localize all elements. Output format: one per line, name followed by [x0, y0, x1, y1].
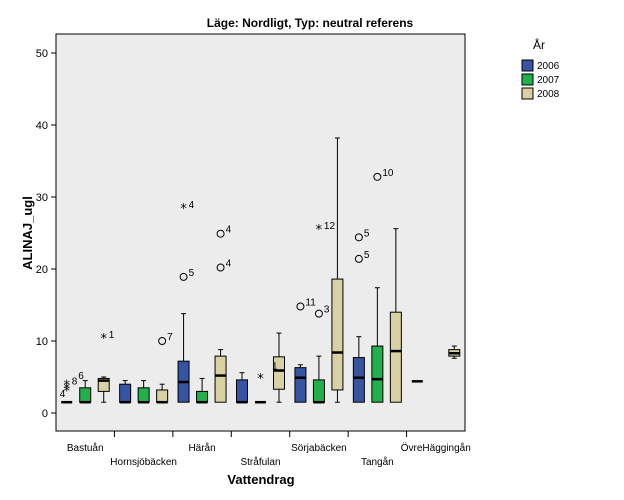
- x-category-label: Tangån: [361, 456, 394, 468]
- legend-swatch: [521, 87, 534, 100]
- outlier-label: 4: [189, 200, 195, 211]
- box-2008: 44: [214, 225, 232, 403]
- outlier-label: 1: [272, 362, 278, 373]
- box-iqr: [119, 383, 132, 403]
- outlier-label: 6: [78, 371, 84, 382]
- x-axis-title: Vattendrag: [227, 472, 294, 487]
- box-iqr: [371, 345, 384, 403]
- box-2007: [196, 377, 209, 404]
- y-tick-label: 10: [36, 336, 48, 348]
- box-iqr: [389, 311, 402, 403]
- outlier-star: *: [180, 202, 187, 217]
- outlier-circle: [158, 337, 167, 345]
- x-category-label: ÖvreHäggingån: [401, 442, 471, 454]
- outlier-star: *: [63, 379, 70, 394]
- x-axis: Bastuån Hornsjöbäcken Härån Stråfulan Sörjab…: [67, 431, 471, 468]
- box-2006: [236, 372, 248, 404]
- box-iqr: [352, 357, 365, 403]
- outlier-label: 4: [226, 225, 232, 236]
- y-axis-title: ALINAJ_ugl: [20, 196, 35, 270]
- legend-label: 2007: [537, 75, 560, 86]
- box-2006: [119, 380, 132, 404]
- y-tick-label: 20: [36, 264, 48, 276]
- legend-title: År: [533, 37, 545, 52]
- outlier-circle: [314, 309, 323, 318]
- outlier-label: 4: [226, 259, 232, 270]
- box-iqr: [137, 387, 150, 403]
- outlier-star: *: [100, 332, 107, 347]
- outlier-circle: [179, 272, 188, 281]
- legend-label: 2006: [537, 61, 560, 72]
- x-category-label: Härån: [188, 442, 215, 454]
- box-2008: [448, 345, 461, 359]
- box-2006: 11: [294, 297, 316, 403]
- box-iqr: [273, 356, 285, 390]
- outlier-star: *: [63, 382, 70, 397]
- legend-label: 2008: [537, 89, 560, 100]
- outlier-circle: [216, 263, 225, 272]
- outlier-label: 5: [364, 228, 370, 239]
- box-2007: 10: [371, 168, 394, 403]
- box-2007: [137, 380, 150, 404]
- box-2008: [331, 137, 344, 403]
- outlier-star: *: [257, 372, 264, 387]
- box-iqr: [294, 367, 307, 403]
- box-2006: * 8**4: [60, 377, 78, 404]
- outlier-label: 1: [109, 330, 115, 341]
- outlier-label: 8: [72, 377, 78, 388]
- box-iqr: [312, 379, 325, 403]
- box-2008: 7: [156, 332, 173, 404]
- box-2007: 3 * 12: [312, 221, 336, 404]
- box-2007: *: [255, 372, 266, 404]
- box-2008: [389, 228, 402, 403]
- box-iqr: [331, 278, 344, 391]
- box-iqr: [214, 355, 227, 403]
- outlier-label: 4: [60, 389, 66, 400]
- box-2008: * 1: [97, 330, 115, 403]
- chart-title: Läge: Nordligt, Typ: neutral referens: [207, 16, 414, 30]
- outlier-circle: [354, 254, 363, 263]
- outlier-star: *: [63, 384, 70, 399]
- x-category-label: Sörjabäcken: [291, 443, 347, 454]
- x-category-label: Bastuån: [67, 442, 104, 454]
- outlier-label: 5: [189, 268, 195, 279]
- box-iqr: [97, 377, 110, 392]
- outlier-label: 7: [167, 332, 173, 343]
- outlier-circle: [354, 233, 363, 242]
- outlier-label: 11: [305, 297, 316, 308]
- box-2006: 55: [352, 228, 370, 403]
- outlier-circle: [373, 172, 382, 181]
- outlier-label: 5: [364, 250, 370, 261]
- y-tick-label: 0: [42, 408, 48, 420]
- legend-swatch: [521, 73, 534, 86]
- outlier-label: 10: [382, 168, 394, 179]
- x-category-label: Stråfulan: [240, 456, 280, 468]
- outlier-circle: [216, 229, 225, 238]
- legend-swatch: [521, 59, 534, 72]
- box-iqr: [79, 387, 92, 403]
- y-tick-label: 50: [36, 48, 48, 60]
- box-iqr: [236, 379, 248, 403]
- outlier-circle: [296, 302, 305, 311]
- outlier-star: *: [316, 223, 323, 238]
- box-2006: * 4 5: [177, 200, 195, 403]
- y-tick-label: 30: [36, 192, 48, 204]
- box-2008: 1: [272, 332, 285, 403]
- outlier-label: 12: [324, 221, 336, 232]
- box-iqr: [196, 390, 209, 403]
- y-axis: 0 10 20 30 40 50: [36, 48, 56, 420]
- y-tick-label: 40: [36, 120, 48, 132]
- x-category-label: Hornsjöbäcken: [110, 457, 177, 468]
- outlier-label: 3: [324, 305, 330, 316]
- box-2007: 6: [78, 371, 92, 404]
- box-iqr: [156, 389, 169, 403]
- legend: År 2006 2007 2008: [521, 37, 560, 100]
